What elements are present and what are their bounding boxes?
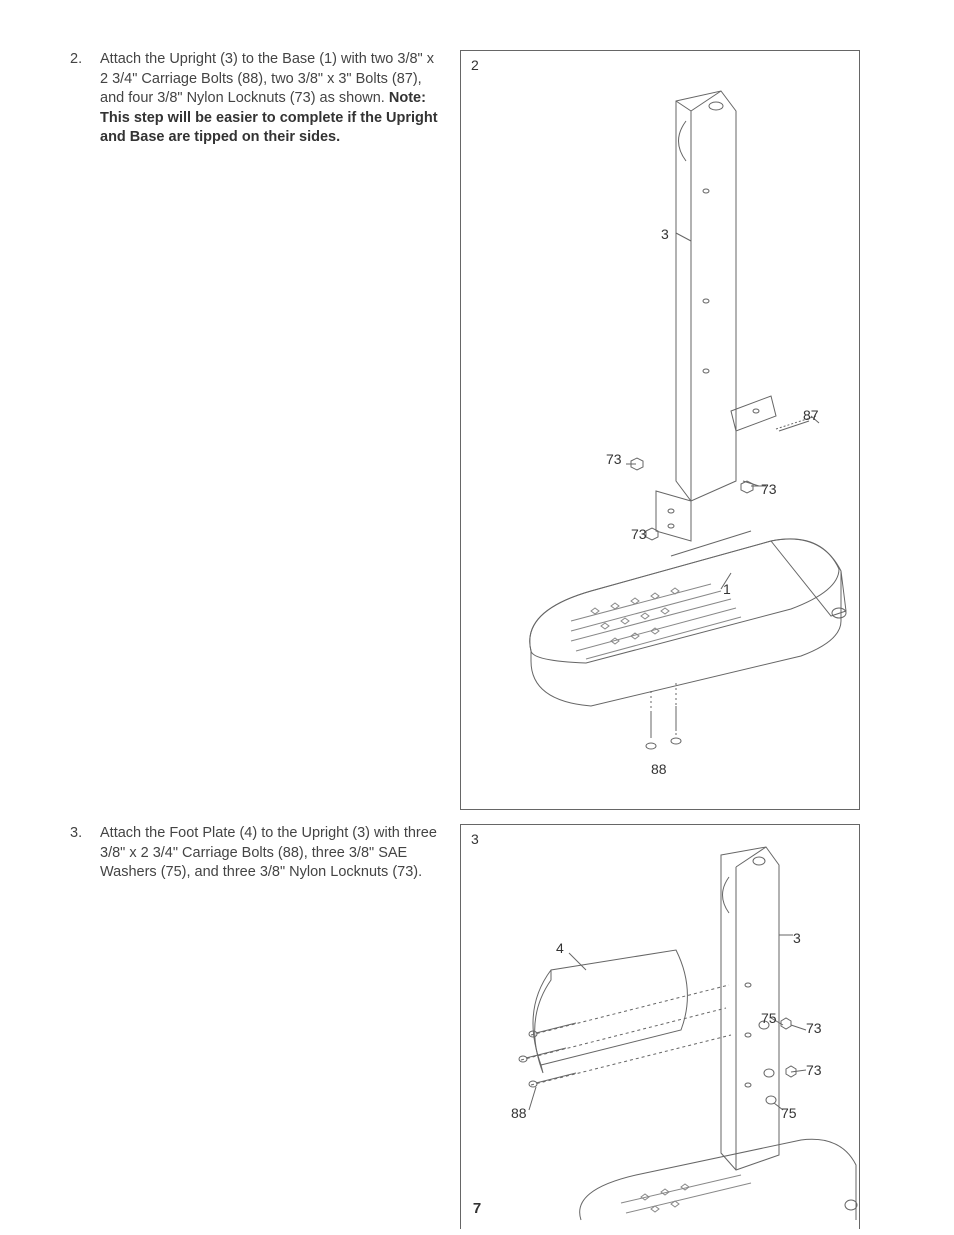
assembly-diagram-2 <box>461 51 861 811</box>
page-number: 7 <box>0 1200 954 1217</box>
step-body: Attach the Upright (3) to the Base (1) w… <box>100 50 440 148</box>
document-page: 2. Attach the Upright (3) to the Base (1… <box>0 0 954 1235</box>
assembly-step: 3. Attach the Foot Plate (4) to the Upri… <box>70 824 440 883</box>
step-text-col: 2. Attach the Upright (3) to the Base (1… <box>70 50 460 148</box>
step-text: Attach the Upright (3) to the Base (1) w… <box>100 51 434 106</box>
part-callout: 73 <box>606 451 622 467</box>
step-text: Attach the Foot Plate (4) to the Upright… <box>100 825 437 880</box>
part-callout: 88 <box>651 761 667 777</box>
assembly-step: 2. Attach the Upright (3) to the Base (1… <box>70 50 440 148</box>
step-text-col: 3. Attach the Foot Plate (4) to the Upri… <box>70 824 460 883</box>
figure-box-2: 2 <box>460 50 860 810</box>
step-row-2: 2. Attach the Upright (3) to the Base (1… <box>70 50 884 810</box>
part-callout: 73 <box>806 1020 822 1036</box>
figure-number: 3 <box>471 831 479 847</box>
assembly-diagram-3 <box>461 825 861 1230</box>
figure-number: 2 <box>471 57 479 73</box>
part-callout: 73 <box>631 526 647 542</box>
part-callout: 3 <box>661 226 669 242</box>
part-callout: 73 <box>761 481 777 497</box>
part-callout: 88 <box>511 1105 527 1121</box>
part-callout: 4 <box>556 940 564 956</box>
part-callout: 87 <box>803 407 819 423</box>
part-callout: 75 <box>781 1105 797 1121</box>
part-callout: 1 <box>723 581 731 597</box>
part-callout: 73 <box>806 1062 822 1078</box>
part-callout: 3 <box>793 930 801 946</box>
step-body: Attach the Foot Plate (4) to the Upright… <box>100 824 440 883</box>
step-row-3: 3. Attach the Foot Plate (4) to the Upri… <box>70 824 884 1229</box>
figure-box-3: 3 <box>460 824 860 1229</box>
part-callout: 75 <box>761 1010 777 1026</box>
step-number: 2. <box>70 50 100 148</box>
step-number: 3. <box>70 824 100 883</box>
